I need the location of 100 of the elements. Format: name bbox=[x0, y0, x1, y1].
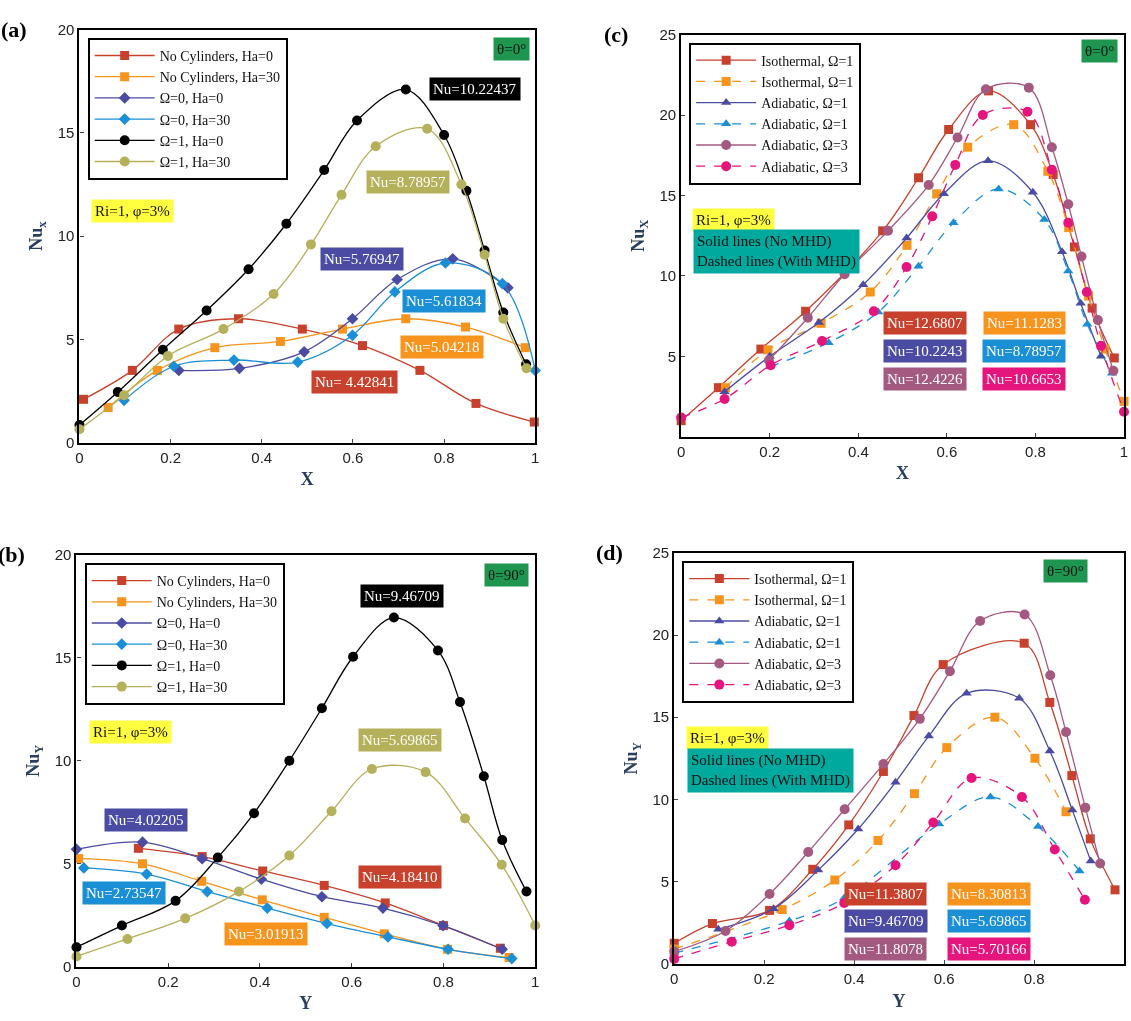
annotation: θ=0° bbox=[497, 41, 527, 57]
legend-label: Ω=0, Ha=30 bbox=[156, 637, 228, 653]
annotation: Nu=4.02205 bbox=[108, 812, 184, 828]
x-tick-label: 0.6 bbox=[933, 969, 955, 987]
y-tick-label: 10 bbox=[54, 752, 72, 770]
annotation: Nu=5.70166 bbox=[951, 941, 1028, 957]
x-axis-title: X bbox=[300, 469, 314, 490]
annotation: Nu=11.1283 bbox=[987, 315, 1062, 331]
y-tick-label: 20 bbox=[57, 20, 75, 38]
y-tick-label: 15 bbox=[659, 186, 677, 204]
annotation: Ri=1, φ=3% bbox=[95, 203, 170, 219]
legend-label: Adiabatic, Ω=1 bbox=[754, 614, 842, 630]
annotation: Nu=9.46709 bbox=[364, 588, 440, 604]
x-tick-label: 0.6 bbox=[342, 448, 364, 466]
annotation: Nu=5.69865 bbox=[951, 913, 1027, 929]
legend-label: Ω=0, Ha=0 bbox=[159, 91, 224, 107]
legend-label: Isothermal, Ω=1 bbox=[761, 53, 854, 69]
legend-label: Adiabatic, Ω=1 bbox=[754, 635, 842, 651]
x-tick-label: 0.8 bbox=[1025, 442, 1046, 460]
legend-label: Adiabatic, Ω=1 bbox=[761, 117, 848, 133]
legend-label: Ω=1, Ha=30 bbox=[159, 154, 231, 170]
annotation: Nu=8.30813 bbox=[951, 886, 1027, 902]
annotation: Ri=1, φ=3% bbox=[696, 212, 771, 228]
y-tick-label: 0 bbox=[660, 955, 670, 973]
annotation: Nu=11.8078 bbox=[848, 941, 923, 957]
annotation: Nu=2.73547 bbox=[86, 885, 163, 901]
x-axis-title: Y bbox=[892, 990, 906, 1011]
y-tick-label: 10 bbox=[652, 790, 670, 808]
y-tick-label: 5 bbox=[63, 855, 72, 873]
annotation: Nu=9.46709 bbox=[848, 913, 924, 929]
legend-label: Isothermal, Ω=1 bbox=[754, 593, 847, 609]
y-tick-label: 15 bbox=[57, 124, 75, 142]
y-tick-label: 20 bbox=[54, 546, 72, 564]
y-tick-label: 25 bbox=[659, 25, 677, 43]
y-tick-label: 15 bbox=[652, 708, 670, 726]
annotation: Nu=5.61834 bbox=[406, 293, 483, 309]
annotation: θ=90° bbox=[1047, 563, 1084, 579]
legend-label: Adiabatic, Ω=3 bbox=[754, 678, 842, 694]
x-tick-label: 1 bbox=[531, 448, 540, 466]
annotation: Ri=1, φ=3% bbox=[690, 730, 765, 746]
legend-label: Ω=1, Ha=0 bbox=[159, 133, 224, 149]
legend-label: Adiabatic, Ω=3 bbox=[754, 656, 842, 672]
legend-label: Ω=0, Ha=30 bbox=[159, 112, 231, 128]
chart-title: (c) bbox=[604, 22, 629, 47]
x-tick-label: 0.4 bbox=[249, 972, 271, 990]
annotation: Solid lines (No MHD) Dashed lines (With MHD) bbox=[691, 752, 850, 789]
x-tick-label: 0.8 bbox=[433, 448, 455, 466]
annotation: Nu=10.22437 bbox=[433, 81, 517, 97]
annotation: Solid lines (No MHD) Dashed lines (With MHD) bbox=[697, 233, 856, 270]
y-tick-label: 15 bbox=[54, 649, 72, 667]
y-tick-label: 20 bbox=[652, 626, 670, 644]
y-tick-label: 5 bbox=[660, 872, 670, 890]
y-tick-label: 20 bbox=[659, 106, 677, 124]
x-tick-label: 1 bbox=[1119, 442, 1129, 460]
y-tick-label: 0 bbox=[63, 958, 72, 976]
annotation: Nu= 4.42841 bbox=[315, 374, 395, 390]
chart-title: (d) bbox=[596, 540, 623, 565]
annotation: Nu=5.69865 bbox=[362, 732, 438, 748]
legend-label: Adiabatic, Ω=3 bbox=[761, 138, 848, 154]
chart-title: (a) bbox=[1, 17, 27, 42]
legend-label: Adiabatic, Ω=1 bbox=[761, 96, 848, 112]
annotation: θ=90° bbox=[488, 567, 525, 583]
y-tick-label: 25 bbox=[652, 544, 670, 562]
legend-label: No Cylinders, Ha=0 bbox=[159, 48, 273, 64]
annotation: Nu=10.2243 bbox=[887, 343, 963, 359]
legend-label: Ω=0, Ha=0 bbox=[156, 616, 221, 632]
y-tick-label: 5 bbox=[667, 347, 677, 365]
x-tick-label: 0.4 bbox=[847, 442, 869, 460]
x-tick-label: 0.4 bbox=[251, 448, 273, 466]
annotation: Nu=4.18410 bbox=[362, 869, 438, 885]
y-tick-label: 10 bbox=[659, 267, 677, 285]
annotation: Ri=1, φ=3% bbox=[93, 724, 168, 740]
legend-label: Isothermal, Ω=1 bbox=[754, 572, 847, 588]
annotation: Nu=5.04218 bbox=[404, 339, 480, 355]
legend-label: Isothermal, Ω=1 bbox=[761, 74, 854, 90]
x-tick-label: 0.8 bbox=[1023, 969, 1045, 987]
annotation: Nu=3.01913 bbox=[228, 926, 304, 942]
x-tick-label: 1 bbox=[531, 972, 540, 990]
y-tick-label: 10 bbox=[57, 227, 75, 245]
annotation: Nu=10.6653 bbox=[986, 371, 1062, 387]
x-axis-title: Y bbox=[299, 993, 313, 1014]
x-tick-label: 0.6 bbox=[341, 972, 363, 990]
legend-label: No Cylinders, Ha=0 bbox=[156, 574, 271, 590]
annotation: Nu=12.4226 bbox=[887, 371, 964, 387]
x-axis-title: X bbox=[896, 463, 910, 484]
legend-label: Adiabatic, Ω=3 bbox=[761, 159, 848, 175]
legend-label: Ω=1, Ha=30 bbox=[156, 680, 228, 696]
x-tick-label: 0.2 bbox=[160, 448, 182, 466]
x-tick-label: 0.2 bbox=[759, 442, 781, 460]
legend-label: No Cylinders, Ha=30 bbox=[156, 595, 278, 611]
annotation: Nu=8.78957 bbox=[370, 174, 447, 190]
legend-label: Ω=1, Ha=0 bbox=[156, 658, 221, 674]
annotation: Nu=12.6807 bbox=[887, 315, 964, 331]
annotation: θ=0° bbox=[1085, 43, 1115, 59]
x-tick-label: 0.2 bbox=[753, 969, 775, 987]
x-tick-label: 0.6 bbox=[936, 442, 958, 460]
annotation: Nu=5.76947 bbox=[324, 251, 401, 267]
x-tick-label: 0.8 bbox=[433, 972, 454, 990]
y-tick-label: 5 bbox=[66, 330, 75, 348]
x-tick-label: 0.2 bbox=[157, 972, 179, 990]
